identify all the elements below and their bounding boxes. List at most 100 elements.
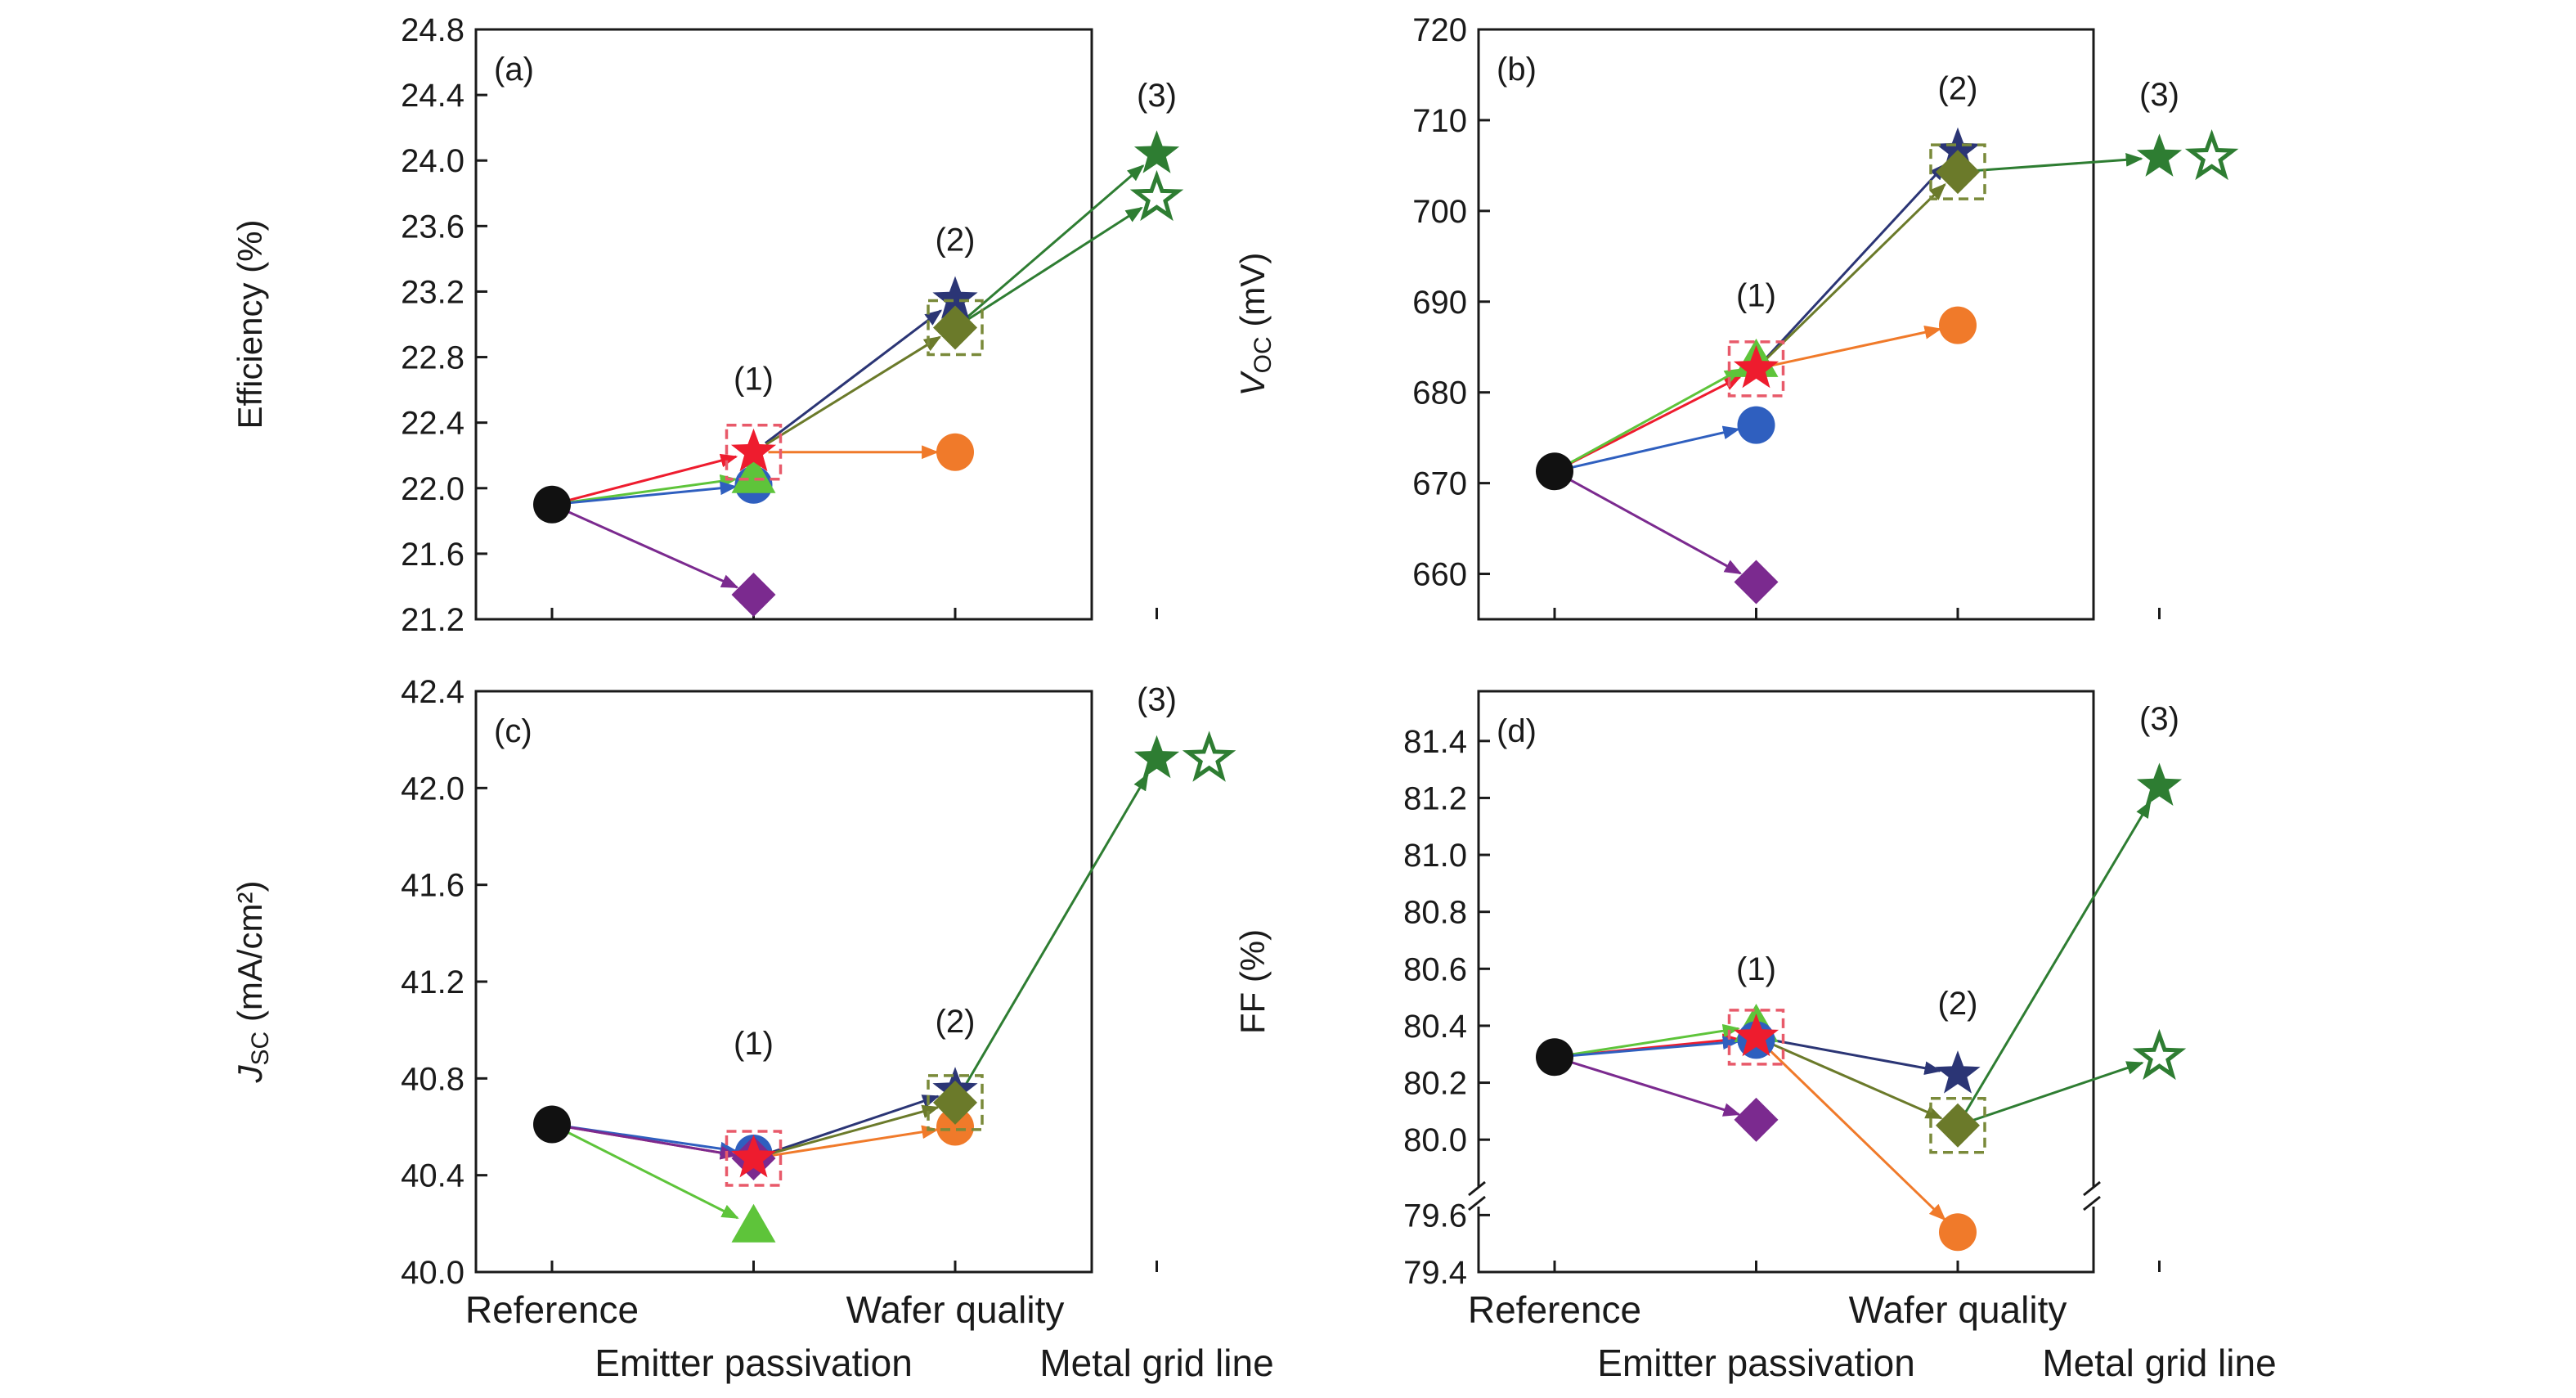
y-tick-label: 21.6 bbox=[401, 537, 464, 573]
marker-mg_filled bbox=[1133, 735, 1180, 779]
arrow-em_red-to-wq_navy bbox=[767, 1095, 940, 1155]
y-tick-label: 41.6 bbox=[401, 868, 464, 904]
axis-break-mark bbox=[1468, 1180, 1486, 1197]
marker-em_blue bbox=[1737, 406, 1775, 444]
y-tick-label: 660 bbox=[1412, 557, 1467, 593]
plot-frame-c bbox=[474, 690, 1093, 1274]
category-label: Reference bbox=[465, 1288, 639, 1331]
category-label: Wafer quality bbox=[846, 1288, 1065, 1331]
step-annotation: (1) bbox=[734, 1026, 774, 1062]
arrows-b bbox=[1567, 152, 2143, 575]
arrow-em_red-to-wq_orange bbox=[768, 1125, 940, 1158]
marker-mg_filled bbox=[2136, 133, 2183, 177]
y-tick-label: 22.0 bbox=[401, 471, 464, 507]
highlight-box-em_red bbox=[725, 1130, 783, 1187]
arrow-wq_olive-to-mg_open bbox=[967, 206, 1143, 321]
step-annotation: (2) bbox=[936, 1004, 976, 1040]
axis-break-mark bbox=[2083, 1180, 2101, 1197]
marker-ref bbox=[1536, 1038, 1573, 1077]
step-annotation: (1) bbox=[1736, 951, 1776, 987]
y-axis-title: FF (%) bbox=[1233, 929, 1272, 1034]
arrow-ref-to-em_purple bbox=[564, 509, 739, 589]
marker-ref bbox=[1536, 452, 1573, 491]
y-tick-label: 710 bbox=[1412, 103, 1467, 139]
marker-wq_navy bbox=[932, 276, 978, 319]
arrow-em_red-to-wq_olive bbox=[1769, 1041, 1943, 1120]
arrow-wq_olive-to-mg_filled bbox=[1963, 800, 2152, 1114]
marker-em_red bbox=[730, 428, 777, 472]
y-tick-label: 80.8 bbox=[1403, 895, 1467, 931]
arrow-em_red-to-wq_olive bbox=[1766, 183, 1946, 360]
category-label: Reference bbox=[1468, 1288, 1641, 1331]
marker-em_green bbox=[731, 454, 776, 493]
y-tick-label: 22.8 bbox=[401, 340, 464, 376]
category-label: Metal grid line bbox=[2042, 1342, 2276, 1384]
marker-wq_orange bbox=[936, 433, 974, 471]
y-tick-label: 81.0 bbox=[1403, 838, 1467, 874]
step-annotation: (2) bbox=[1938, 70, 1978, 106]
marker-mg_open bbox=[1182, 730, 1236, 782]
step-annotation: (3) bbox=[2139, 701, 2179, 737]
category-label: Metal grid line bbox=[1039, 1342, 1273, 1384]
marker-em_green bbox=[731, 1203, 776, 1243]
step-annotation: (3) bbox=[1137, 78, 1177, 114]
arrow-ref-to-em_green bbox=[1568, 1023, 1740, 1056]
y-tick-label: 23.2 bbox=[401, 274, 464, 310]
highlight-box-wq_olive bbox=[927, 299, 984, 357]
y-tick-label: 23.6 bbox=[401, 209, 464, 245]
arrow-wq_olive-to-mg_open bbox=[1971, 1061, 2144, 1122]
plot-frame-a bbox=[474, 28, 1093, 621]
highlight-box-wq_olive bbox=[927, 1074, 984, 1131]
y-axis-title: Efficiency (%) bbox=[231, 220, 269, 429]
arrow-ref-to-em_green bbox=[564, 1130, 739, 1220]
arrow-wq_olive-to-mg_filled bbox=[965, 164, 1145, 319]
highlight-box-wq_olive bbox=[1929, 143, 1986, 200]
marker-wq_orange bbox=[936, 1108, 974, 1146]
arrow-em_red-to-wq_navy bbox=[1765, 163, 1947, 359]
marker-em_purple bbox=[1734, 1097, 1779, 1142]
highlight-box-em_red bbox=[725, 423, 783, 481]
y-tick-label: 41.2 bbox=[401, 964, 464, 1000]
y-tick-label: 42.0 bbox=[401, 771, 464, 807]
markers-d bbox=[1536, 762, 2187, 1252]
marker-mg_open bbox=[2184, 129, 2239, 181]
y-tick-label: 40.8 bbox=[401, 1061, 464, 1097]
arrow-em_red-to-wq_orange bbox=[1770, 326, 1942, 367]
arrow-ref-to-em_blue bbox=[566, 481, 738, 505]
arrow-em_red-to-wq_olive bbox=[765, 335, 942, 446]
marker-ref bbox=[533, 485, 571, 524]
y-tick-label: 21.2 bbox=[401, 602, 464, 638]
y-tick-label: 81.4 bbox=[1403, 724, 1467, 760]
marker-wq_olive bbox=[1936, 1103, 1980, 1148]
markers-a bbox=[533, 130, 1184, 617]
arrow-ref-to-em_purple bbox=[1568, 1060, 1741, 1117]
marker-em_purple bbox=[1734, 560, 1779, 605]
y-tick-label: 22.4 bbox=[401, 406, 464, 442]
arrow-ref-to-em_blue bbox=[1568, 1036, 1740, 1058]
category-label: Emitter passivation bbox=[595, 1342, 913, 1384]
y-axis-title: VOC (mV) bbox=[1233, 253, 1277, 397]
panel-a: 21.2 21.6 22.0 22.4 22.8 23.2 23.6 24.0 24.4 24.8… bbox=[231, 12, 1184, 638]
category-labels-d: Reference Wafer quality Emitter passivatio… bbox=[1468, 1288, 2277, 1384]
marker-wq_olive bbox=[933, 1080, 977, 1125]
y-tick-label: 80.2 bbox=[1403, 1066, 1467, 1102]
panel-label: (d) bbox=[1497, 713, 1537, 749]
category-label: Emitter passivation bbox=[1597, 1342, 1915, 1384]
panel-d: 80.0 80.2 80.4 80.6 80.8 81.0 81.2 81.4 79.4 79.6… bbox=[1233, 690, 2187, 1291]
marker-wq_orange bbox=[1939, 1213, 1977, 1252]
marker-em_red bbox=[730, 1135, 777, 1178]
step-annotation: (3) bbox=[1137, 682, 1177, 718]
arrow-ref-to-em_purple bbox=[566, 1126, 738, 1160]
marker-mg_filled bbox=[1133, 130, 1180, 173]
step-annotation: (2) bbox=[1938, 986, 1978, 1022]
axis-break-gap bbox=[1471, 1187, 1486, 1207]
y-tick-label: 40.0 bbox=[401, 1255, 464, 1291]
arrow-ref-to-em_red bbox=[1567, 375, 1742, 466]
y-tick-label: 24.8 bbox=[401, 12, 464, 48]
marker-em_purple bbox=[731, 572, 776, 617]
arrows-c bbox=[564, 772, 1149, 1220]
panel-b: 660 670 680 690 700 710 720 (b) VOC (mV) (1) (2) (3… bbox=[1233, 12, 2239, 621]
marker-em_red bbox=[1733, 1013, 1779, 1057]
arrow-em_red-to-wq_navy bbox=[764, 309, 943, 445]
panel-label: (a) bbox=[494, 52, 534, 88]
